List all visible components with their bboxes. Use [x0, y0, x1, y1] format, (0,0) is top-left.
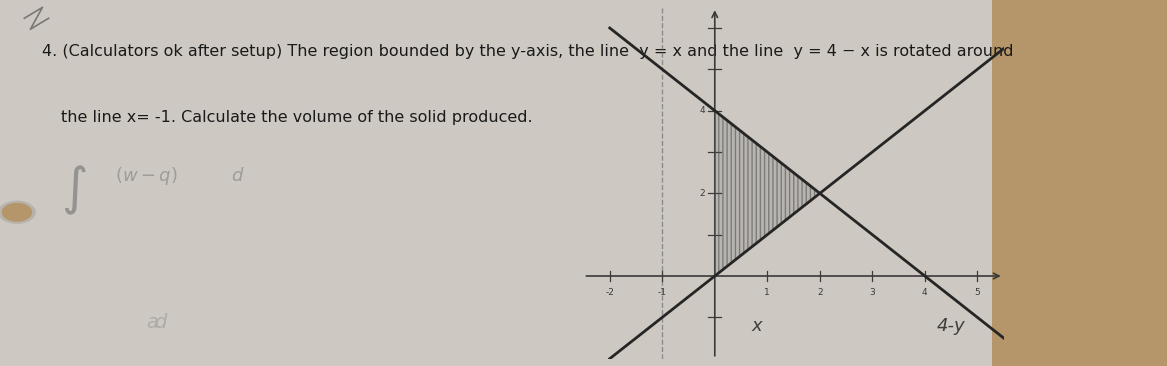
Text: -1: -1	[658, 288, 666, 298]
Text: x: x	[752, 317, 762, 335]
Text: 3: 3	[869, 288, 875, 298]
Text: 2: 2	[700, 189, 705, 198]
Text: $\mathit{a}\!\mathit{d}$: $\mathit{a}\!\mathit{d}$	[146, 313, 169, 332]
Text: 4: 4	[922, 288, 928, 298]
Circle shape	[0, 201, 35, 223]
Text: 2: 2	[817, 288, 823, 298]
Text: 4: 4	[700, 106, 705, 115]
Circle shape	[2, 203, 32, 221]
Text: 5: 5	[974, 288, 980, 298]
Text: $d$: $d$	[231, 167, 244, 185]
Polygon shape	[714, 111, 819, 276]
Text: 4. (Calculators ok after setup) The region bounded by the y-axis, the line  y = : 4. (Calculators ok after setup) The regi…	[42, 44, 1014, 59]
Text: the line x= -1. Calculate the volume of the solid produced.: the line x= -1. Calculate the volume of …	[61, 110, 532, 125]
Text: 1: 1	[764, 288, 770, 298]
Text: $\int$: $\int$	[61, 164, 86, 217]
Text: -2: -2	[606, 288, 614, 298]
Text: 4-y: 4-y	[937, 317, 965, 335]
Text: $(w-q)$: $(w-q)$	[116, 165, 179, 187]
